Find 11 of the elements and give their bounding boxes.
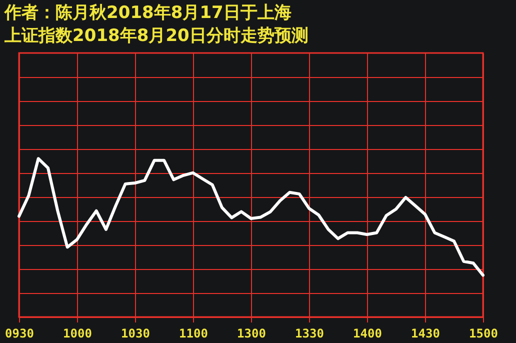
x-tick-label: 1400: [353, 326, 382, 340]
chart-subtitle: 上证指数2018年8月20日分时走势预测: [4, 26, 308, 46]
x-tick-label: 1330: [295, 326, 324, 340]
x-tick-label: 1030: [121, 326, 150, 340]
x-tick-label: 0930: [5, 326, 34, 340]
x-tick-label: 1500: [469, 326, 498, 340]
x-tick-label: 1000: [63, 326, 92, 340]
x-tick-label: 1430: [411, 326, 440, 340]
x-tick-label: 1100: [179, 326, 208, 340]
chart-title: 作者：陈月秋2018年8月17日于上海: [4, 3, 292, 23]
x-tick-label: 1300: [237, 326, 266, 340]
